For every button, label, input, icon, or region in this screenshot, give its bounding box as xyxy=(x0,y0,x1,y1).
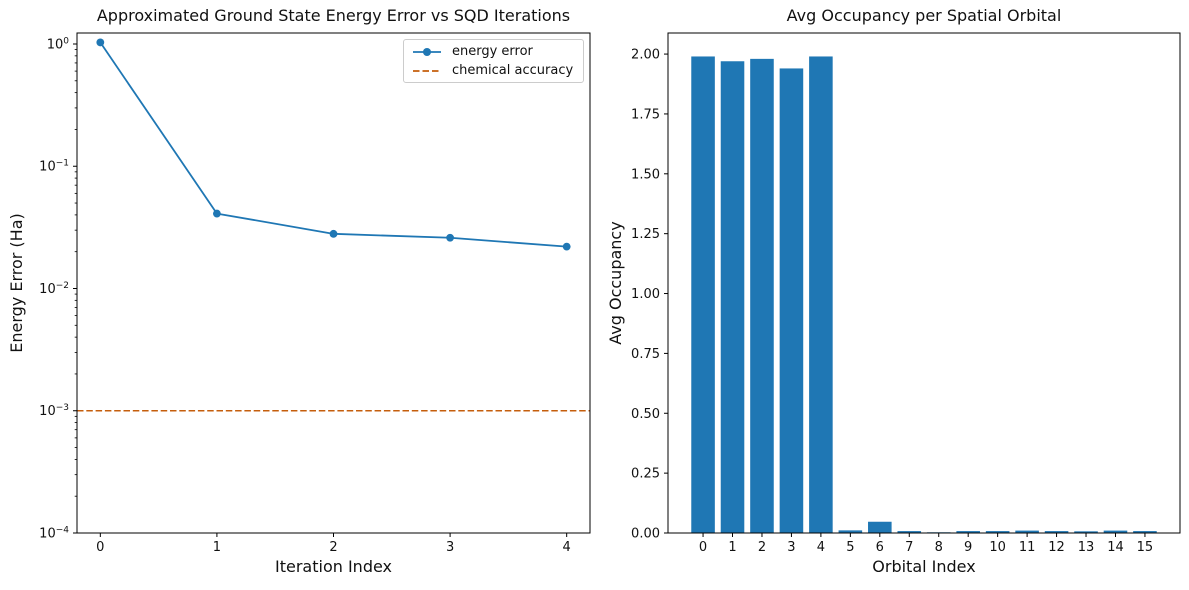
y-tick-label: 1.25 xyxy=(631,227,660,242)
x-tick-label: 3 xyxy=(787,540,795,555)
x-tick-label: 5 xyxy=(846,540,854,555)
bar-orbital-10 xyxy=(985,531,1010,533)
bar-orbital-14 xyxy=(1103,530,1128,533)
y-tick-label: 10−4 xyxy=(39,526,69,542)
data-point-0 xyxy=(96,38,105,47)
bar-orbital-4 xyxy=(809,56,833,533)
x-tick-label: 12 xyxy=(1048,540,1065,555)
y-tick-label: 0.50 xyxy=(631,407,660,422)
y-tick-label: 1.75 xyxy=(631,107,660,122)
bar-orbital-11 xyxy=(1015,530,1039,533)
occupancy-axes-frame xyxy=(667,32,1181,534)
y-tick-label: 2.00 xyxy=(631,48,660,63)
x-tick-label: 9 xyxy=(964,540,972,555)
legend-label-chemical-accuracy: chemical accuracy xyxy=(452,63,574,78)
y-tick-label: 1.50 xyxy=(631,167,660,182)
occupancy-chart-title: Avg Occupancy per Spatial Orbital xyxy=(786,6,1062,25)
data-point-4 xyxy=(562,242,571,251)
bar-orbital-6 xyxy=(868,521,892,533)
energy-error-axes-frame xyxy=(76,32,591,534)
occupancy-ylabel: Avg Occupancy xyxy=(606,221,625,345)
x-tick-label: 3 xyxy=(446,540,454,555)
bar-orbital-12 xyxy=(1044,531,1069,533)
x-tick-label: 13 xyxy=(1078,540,1095,555)
bar-orbital-9 xyxy=(956,531,980,533)
data-point-3 xyxy=(446,233,454,242)
bar-orbital-1 xyxy=(720,61,745,533)
bar-orbital-15 xyxy=(1133,531,1157,533)
x-tick-label: 10 xyxy=(989,540,1006,555)
legend-label-energy-error: energy error xyxy=(452,44,533,59)
dashed-line-swatch-icon xyxy=(413,69,441,72)
energy-error-ylabel: Energy Error (Ha) xyxy=(7,213,26,353)
x-tick-label: 4 xyxy=(817,540,825,555)
legend: energy error chemical accuracy xyxy=(403,39,584,83)
energy-error-xlabel: Iteration Index xyxy=(275,557,392,576)
legend-entry-chemical-accuracy: chemical accuracy xyxy=(412,61,575,80)
data-point-1 xyxy=(213,209,221,218)
x-tick-label: 0 xyxy=(699,540,707,555)
y-tick-label: 0.25 xyxy=(631,467,660,482)
y-tick-label: 0.75 xyxy=(631,347,660,362)
x-tick-label: 1 xyxy=(728,540,736,555)
data-point-2 xyxy=(329,229,338,238)
occupancy-xlabel: Orbital Index xyxy=(872,557,976,576)
line-with-marker-swatch-icon xyxy=(413,47,441,56)
y-tick-label: 10−2 xyxy=(39,281,69,297)
y-tick-label: 10−3 xyxy=(39,403,69,419)
x-tick-label: 8 xyxy=(935,540,943,555)
x-tick-label: 7 xyxy=(905,540,913,555)
x-tick-label: 0 xyxy=(96,540,104,555)
y-tick-label: 0.00 xyxy=(631,527,660,542)
bar-orbital-5 xyxy=(838,530,863,533)
y-tick-label: 100 xyxy=(47,36,70,52)
x-tick-label: 11 xyxy=(1019,540,1036,555)
x-tick-label: 2 xyxy=(758,540,766,555)
x-tick-label: 2 xyxy=(329,540,337,555)
bar-orbital-7 xyxy=(897,531,922,533)
legend-entry-energy-error: energy error xyxy=(412,42,575,61)
bar-orbital-3 xyxy=(779,68,804,533)
x-tick-label: 1 xyxy=(213,540,221,555)
x-tick-label: 6 xyxy=(876,540,884,555)
y-tick-label: 1.00 xyxy=(631,287,660,302)
x-tick-label: 15 xyxy=(1137,540,1154,555)
bar-orbital-2 xyxy=(750,58,774,534)
y-tick-label: 10−1 xyxy=(39,159,69,175)
bar-orbital-13 xyxy=(1074,531,1098,533)
x-tick-label: 14 xyxy=(1107,540,1124,555)
x-tick-label: 4 xyxy=(563,540,571,555)
bar-orbital-0 xyxy=(691,56,715,533)
energy-error-chart-title: Approximated Ground State Energy Error v… xyxy=(96,6,571,25)
